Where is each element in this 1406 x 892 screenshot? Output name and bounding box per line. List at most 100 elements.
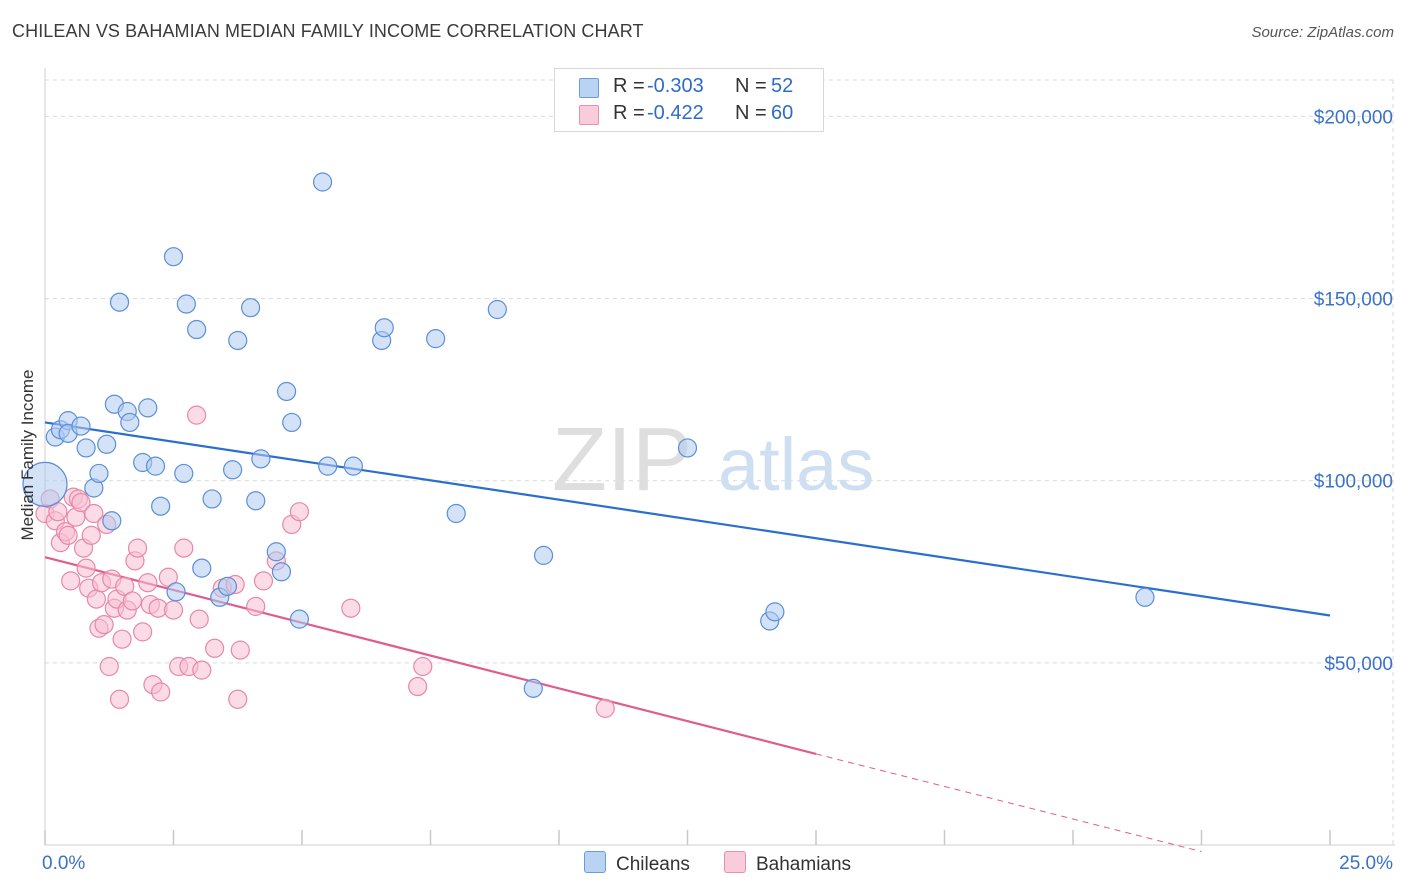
- data-point-bahamian: [99, 656, 119, 677]
- data-point-chilean: [289, 609, 310, 629]
- data-point-chilean: [138, 398, 158, 418]
- data-point-bahamian: [163, 600, 184, 620]
- data-point-bahamian: [408, 676, 428, 697]
- data-point-bahamian: [71, 492, 91, 513]
- data-point-bahamian: [81, 525, 101, 545]
- y-tick-label: $50,000: [1324, 654, 1393, 675]
- data-point-chilean: [163, 247, 184, 267]
- y-tick-label: $150,000: [1314, 290, 1393, 311]
- legend-swatch-bahamians: [724, 851, 746, 873]
- data-point-bahamian: [112, 629, 132, 649]
- data-point-chilean: [266, 542, 286, 562]
- data-point-chilean: [228, 330, 248, 351]
- data-point-chilean: [89, 463, 109, 484]
- data-point-chilean: [1135, 587, 1155, 607]
- data-point-chilean: [251, 449, 271, 469]
- legend-n-value: 52: [771, 75, 794, 97]
- legend-row-bahamians: R = -0.422 N = 60: [555, 102, 823, 128]
- data-point-chilean: [97, 434, 117, 454]
- axes: [44, 68, 1395, 846]
- data-point-bahamian: [341, 598, 361, 618]
- data-point-bahamian: [151, 682, 171, 702]
- data-point-bahamian: [76, 558, 96, 578]
- chart-title: CHILEAN VS BAHAMIAN MEDIAN FAMILY INCOME…: [12, 21, 644, 41]
- legend-r-label: R =: [613, 102, 645, 124]
- data-point-bahamian: [228, 689, 248, 709]
- data-point-chilean: [174, 463, 194, 484]
- data-point-bahamian: [253, 571, 274, 591]
- data-point-bahamian: [94, 615, 114, 635]
- points-bahamians: [35, 405, 615, 718]
- data-point-chilean: [487, 299, 507, 320]
- data-point-bahamian: [138, 573, 158, 593]
- data-point-chilean: [176, 294, 196, 314]
- legend-label-bahamians: Bahamians: [756, 854, 852, 875]
- data-point-bahamian: [230, 640, 250, 660]
- x-tick-label: 0.0%: [42, 853, 85, 874]
- data-point-bahamian: [595, 698, 615, 718]
- data-point-bahamian: [86, 589, 107, 609]
- legend-row-chileans: R = -0.303 N = 52: [555, 75, 823, 101]
- data-point-bahamian: [189, 609, 209, 629]
- trend-line-solid: [44, 556, 817, 755]
- data-point-bahamian: [127, 538, 148, 558]
- data-point-chilean: [282, 412, 302, 433]
- data-point-bahamian: [205, 638, 225, 658]
- legend-label-chileans: Chileans: [616, 854, 690, 875]
- data-point-chilean: [271, 562, 292, 582]
- data-point-bahamian: [58, 525, 78, 545]
- data-point-chilean: [120, 412, 140, 433]
- stats-legend: R = -0.303 N = 52 R = -0.422 N = 60: [554, 68, 824, 132]
- data-point-bahamian: [192, 660, 212, 680]
- data-point-bahamian: [246, 596, 266, 616]
- data-point-bahamian: [109, 689, 130, 709]
- tick-labels: $50,000 $100,000 $150,000 $200,000 0.0% 25.0%: [42, 107, 1393, 874]
- legend-swatch-chileans: [579, 78, 599, 98]
- watermark: ZIP atlas: [552, 410, 874, 510]
- data-point-chilean: [223, 460, 243, 480]
- data-point-chilean: [166, 582, 186, 602]
- legend-swatch-bahamians: [579, 105, 599, 125]
- y-tick-label: $200,000: [1314, 107, 1393, 128]
- points-chileans: [22, 172, 1155, 698]
- data-point-bahamian: [84, 503, 104, 524]
- legend-n-label: N =: [735, 75, 767, 97]
- bottom-legend-bahamians: Bahamians: [724, 851, 851, 876]
- data-point-bahamian: [413, 656, 433, 677]
- data-point-chilean: [312, 172, 333, 192]
- data-point-bahamian: [133, 622, 153, 642]
- data-point-chilean: [145, 456, 166, 476]
- data-point-bahamian: [174, 538, 194, 558]
- data-point-chilean: [533, 545, 554, 565]
- data-point-chilean: [102, 511, 122, 531]
- data-point-chilean: [76, 438, 96, 458]
- legend-n-label: N =: [735, 102, 767, 124]
- y-axis-label: Median Family Income: [18, 369, 37, 540]
- data-point-chilean: [151, 496, 171, 516]
- data-point-chilean: [241, 298, 261, 318]
- legend-swatch-chileans: [584, 851, 606, 873]
- data-point-chilean: [677, 438, 698, 458]
- data-point-chilean: [246, 491, 266, 511]
- data-point-chilean: [318, 456, 338, 476]
- data-point-chilean: [276, 381, 297, 402]
- trend-line-dashed: [815, 753, 1202, 853]
- data-point-chilean: [22, 461, 68, 507]
- legend-r-value: -0.422: [647, 102, 704, 124]
- source-label: Source: ZipAtlas.com: [1251, 24, 1394, 41]
- data-point-chilean: [374, 318, 394, 338]
- y-tick-label: $100,000: [1314, 472, 1393, 493]
- watermark-zip: ZIP: [552, 410, 692, 510]
- data-point-chilean: [523, 678, 543, 698]
- legend-r-label: R =: [613, 75, 645, 97]
- data-point-bahamian: [122, 591, 142, 611]
- bottom-legend-chileans: Chileans: [584, 851, 690, 876]
- data-point-chilean: [426, 329, 446, 349]
- data-point-bahamian: [61, 571, 81, 591]
- data-point-chilean: [217, 576, 238, 596]
- watermark-atlas: atlas: [718, 423, 874, 506]
- data-point-chilean: [192, 558, 212, 578]
- data-point-chilean: [202, 489, 222, 509]
- legend-r-value: -0.303: [647, 75, 704, 97]
